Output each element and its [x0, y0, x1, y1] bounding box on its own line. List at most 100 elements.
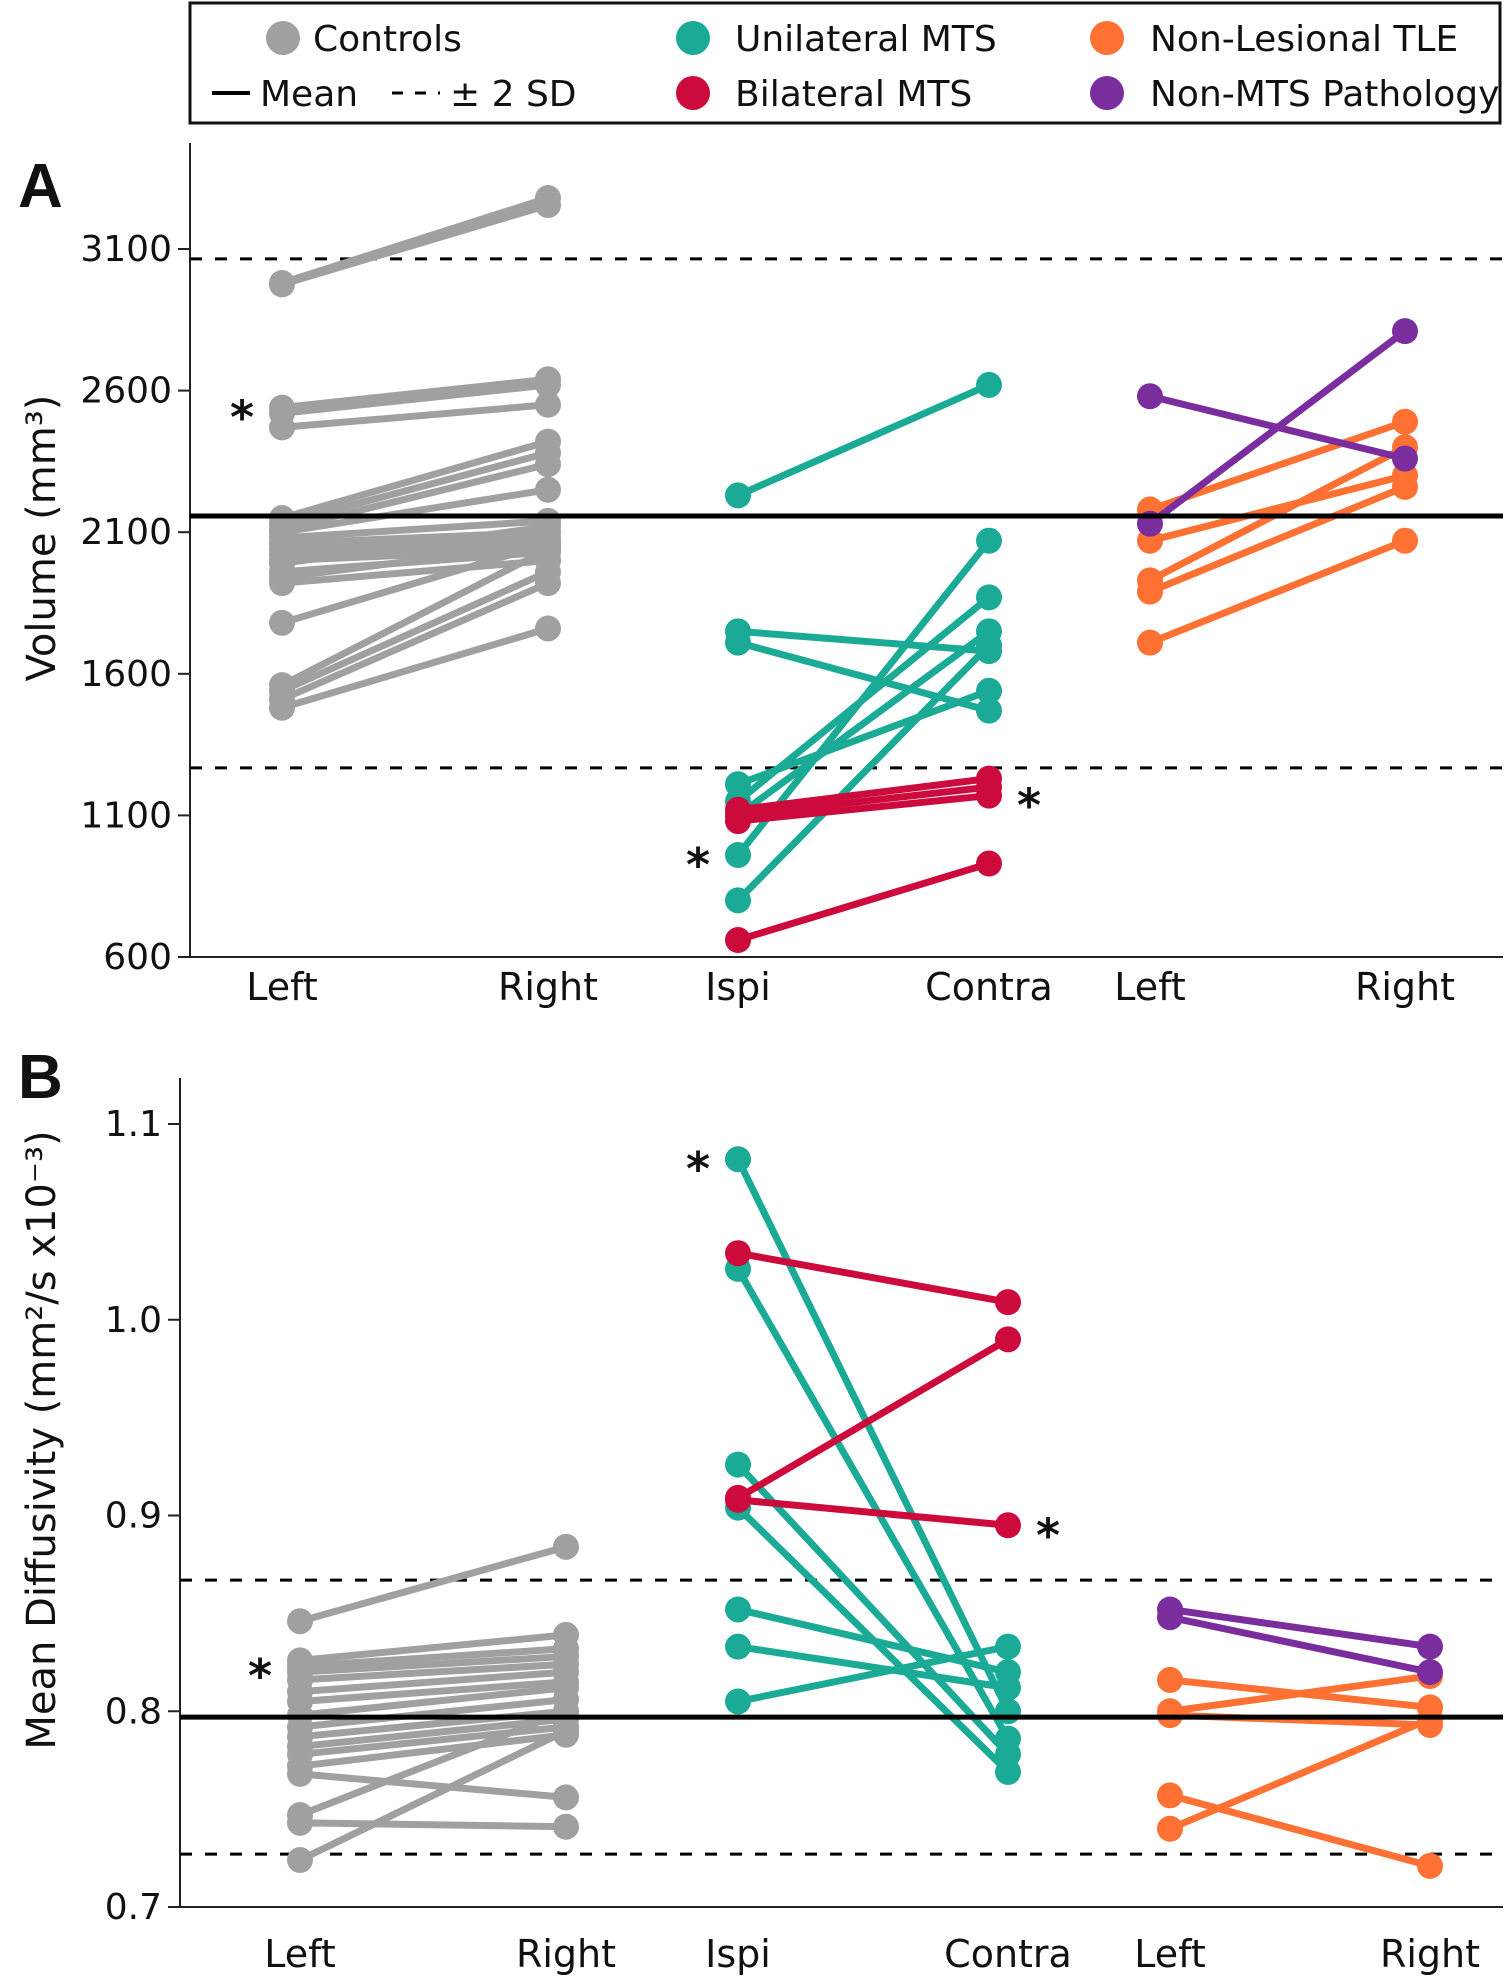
panel-a-unilateral-mts-point [725, 482, 751, 509]
panel-b-bilateral-mts-point [725, 1240, 751, 1267]
panel-b-x-category-label: Right [1380, 1932, 1480, 1976]
panel-a-non-lesional-tle-point [1392, 408, 1418, 435]
panel-b-letter: B [18, 1043, 63, 1112]
panel-a-controls-pair-line [278, 579, 552, 703]
panel-b-non-lesional-tle-point [1157, 1815, 1183, 1842]
legend-nonmts-label: Non-MTS Pathology [1150, 74, 1499, 115]
panel-a-controls-point [535, 476, 561, 503]
panel-a-non-lesional-tle-point [1137, 629, 1163, 656]
panel-b-controls-point [553, 1533, 579, 1560]
panel-a-non-lesional-tle-pair-line [1146, 472, 1409, 545]
panel-b-controls-pair-line [296, 1707, 570, 1819]
panel-b-controls-pair-line [296, 1770, 570, 1801]
panel-a-y-tick-label: 2100 [80, 512, 172, 553]
panel-b-bilateral-mts-point [995, 1512, 1021, 1539]
panel-a-controls-pair-line [278, 540, 552, 582]
panel-a-controls-pair-line [278, 438, 552, 522]
legend-unilateral-marker [676, 21, 710, 55]
panel-b-bilateral-mts-pair-line [734, 1335, 1012, 1502]
panel-a-controls-pair-line [278, 545, 552, 689]
panel-b-controls-pair-line [296, 1660, 570, 1684]
legend-unilateral-label: Unilateral MTS [735, 19, 997, 60]
panel-b-x-category-label: Left [264, 1932, 336, 1976]
panel-a-unilateral-mts-asterisk: * [686, 838, 710, 892]
panel-a-non-mts-pathology-pair-line [1146, 327, 1409, 528]
panel-b-unilateral-mts-point [725, 1688, 751, 1715]
legend-nonlesional-label: Non-Lesional TLE [1150, 19, 1458, 60]
panel-a-volume-chart: A Volume (mm³) 600 1100 1600 2100 2600 3100 Le… [18, 143, 1503, 1009]
panel-a-bilateral-mts-pair-line [734, 792, 993, 825]
panel-a-y-tick-label: 2600 [80, 371, 172, 412]
panel-a-x-category-label: Left [246, 965, 318, 1009]
panel-b-controls-point [553, 1813, 579, 1840]
panel-b-controls-pair-line [296, 1543, 570, 1625]
panel-a-non-lesional-tle-point [1392, 527, 1418, 554]
panel-b-unilateral-mts-point [725, 1596, 751, 1623]
legend-nonmts-marker [1090, 76, 1124, 110]
panel-b-controls-pair-line [296, 1696, 570, 1731]
legend-box [188, 1, 1502, 125]
panel-a-unilateral-mts-point [725, 887, 751, 914]
panel-b-controls-pair-line [296, 1652, 570, 1676]
panel-b-controls-pair-line [296, 1645, 570, 1670]
panel-a-data-series [269, 185, 1418, 954]
panel-a-controls-pair-line [278, 375, 552, 412]
panel-a-bilateral-mts-point [725, 808, 751, 835]
panel-b-diffusivity-chart: B Mean Diffusivity (mm²/s x10⁻³) 0.70.80… [18, 1043, 1503, 1976]
panel-a-x-category-label: Contra [925, 965, 1053, 1009]
panel-b-non-lesional-tle-pair-line [1166, 1672, 1434, 1715]
panel-b-unilateral-mts-point [725, 1451, 751, 1478]
panel-b-controls-pair-line [296, 1715, 570, 1750]
panel-b-y-tick-label: 0.8 [105, 1691, 162, 1732]
panel-a-non-lesional-tle-pair-line [1146, 483, 1409, 596]
panel-a-unilateral-mts-point [976, 584, 1002, 611]
panel-a-y-tick-label: 1100 [80, 795, 172, 836]
panel-b-controls-pair-line [296, 1668, 570, 1696]
panel-b-unilateral-mts-point [725, 1633, 751, 1660]
panel-b-controls-point [553, 1717, 579, 1744]
panel-b-non-mts-pathology-pair-line [1166, 1613, 1434, 1676]
panel-a-bilateral-mts-pair-line [734, 775, 993, 814]
panel-b-y-tick-label: 1.1 [105, 1104, 162, 1145]
panel-a-y-tick-label: 3100 [80, 229, 172, 270]
panel-b-x-category-label: Right [516, 1932, 616, 1976]
panel-a-controls-point [269, 271, 295, 298]
panel-b-unilateral-mts-point [995, 1674, 1021, 1701]
panel-b-non-mts-pathology-point [1417, 1633, 1443, 1660]
panel-b-bilateral-mts-asterisk: * [1036, 1508, 1060, 1562]
panel-a-y-axis-label: Volume (mm³) [19, 395, 65, 682]
panel-a-controls-pair-line [278, 486, 552, 536]
panel-a-non-lesional-tle-pair-line [1146, 537, 1409, 647]
panel-b-controls-pair-line [296, 1684, 570, 1719]
panel-a-bilateral-mts-point [725, 927, 751, 954]
panel-b-x-category-label: Left [1134, 1932, 1206, 1976]
panel-b-controls-point [287, 1847, 313, 1874]
panel-a-y-tick-label: 600 [103, 937, 172, 978]
legend-nonlesional-marker [1090, 21, 1124, 55]
panel-a-unilateral-mts-pair-line [734, 381, 993, 499]
panel-a-controls-pair-line [278, 517, 552, 542]
panel-a-unilateral-mts-point [725, 629, 751, 656]
legend-controls-marker [266, 21, 300, 55]
panel-b-unilateral-mts-point [995, 1698, 1021, 1725]
panel-b-non-lesional-tle-point [1417, 1852, 1443, 1879]
panel-a-plot-area: 600 1100 1600 2100 2600 3100 Left Right Ispi Cont… [80, 143, 1503, 1009]
panel-a-non-lesional-tle-point [1137, 578, 1163, 605]
panel-b-unilateral-mts-point [995, 1633, 1021, 1660]
panel-b-controls-point [287, 1760, 313, 1787]
panel-a-unilateral-mts-point [976, 527, 1002, 554]
panel-b-unilateral-mts-pair-line [734, 1461, 1012, 1758]
panel-a-controls-point [535, 371, 561, 398]
panel-b-controls-pair-line [296, 1631, 570, 1664]
panel-b-controls-point [287, 1809, 313, 1836]
panel-b-y-tick-label: 0.7 [105, 1887, 162, 1928]
panel-b-non-lesional-tle-point [1157, 1666, 1183, 1693]
legend-controls-label: Controls [313, 19, 462, 60]
panel-b-controls-asterisk: * [248, 1649, 272, 1703]
panel-a-bilateral-mts-pair-line [734, 860, 993, 944]
panel-a-unilateral-mts-pair-line [734, 627, 993, 819]
panel-b-y-tick-label: 1.0 [105, 1300, 162, 1341]
panel-b-unilateral-mts-point [725, 1146, 751, 1173]
panel-a-x-category-label: Left [1114, 965, 1186, 1009]
